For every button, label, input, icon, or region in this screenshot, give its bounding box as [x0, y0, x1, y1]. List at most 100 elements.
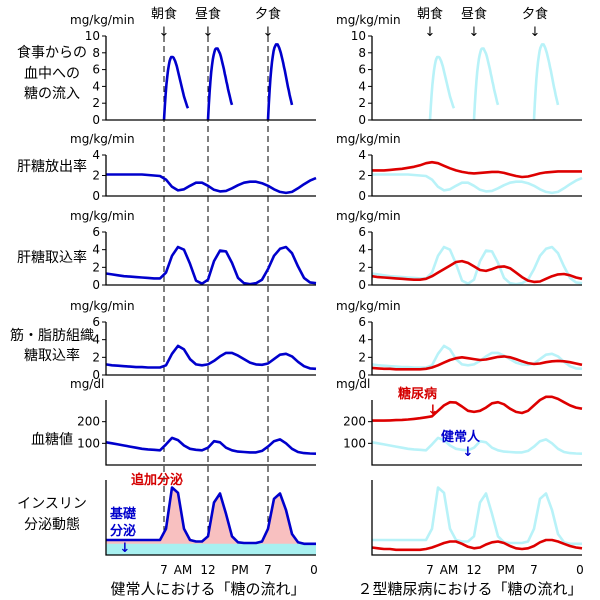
curve-healthy-hepatic-uptake-0 — [105, 245, 317, 286]
annotation-basal-2: 分泌 — [110, 523, 136, 539]
curve-healthy-meal-glucose-1 — [206, 47, 234, 121]
ytick-hepatic-output-left-0: 0 — [92, 189, 100, 203]
ytick-meal-glucose-left-0: 0 — [92, 113, 100, 127]
ytick-hepatic-output-left-4: 4 — [92, 148, 100, 162]
ytick-hepatic-uptake-left-4: 4 — [92, 243, 100, 257]
curve-healthy-ghost-meal-glucose-0 — [428, 55, 456, 121]
row-label-0-0: 食事からの — [17, 44, 87, 61]
curve-diabetic-peripheral-uptake-0 — [371, 355, 583, 371]
row-label-4-0: 血糖値 — [31, 432, 73, 448]
curve-diabetic-insulin-0 — [371, 538, 583, 552]
axes — [102, 35, 582, 556]
curve-healthy-ghost-hepatic-output-0 — [372, 173, 583, 195]
curve-healthy-ghost-meal-glucose-2 — [532, 43, 560, 121]
curves — [105, 43, 583, 552]
ytick-peripheral-uptake-left-6: 6 — [92, 315, 100, 329]
ytick-blood-glucose-left-200: 200 — [77, 415, 100, 429]
xtick-right-4: 7 — [530, 563, 538, 577]
ytick-meal-glucose-right-8: 8 — [358, 46, 366, 60]
meal-arrow-right-2: ↓ — [530, 25, 541, 40]
xtick-left-4: 7 — [264, 563, 272, 577]
curve-healthy-meal-glucose-0 — [162, 55, 190, 121]
row-label-0-1: 血中への — [24, 66, 80, 82]
ytick-hepatic-uptake-right-2: 2 — [358, 260, 366, 274]
caption-healthy: 健常人における「糖の流れ」 — [110, 580, 305, 598]
meal-dashed-lines — [163, 36, 269, 556]
unit-hepatic-output-left: mg/kg/min — [70, 132, 135, 146]
meal-arrow-left-2: ↓ — [263, 25, 274, 40]
curve-diabetic-hepatic-uptake-0 — [371, 259, 583, 284]
unit-peripheral-uptake-right: mg/kg/min — [336, 299, 401, 313]
insulin-basal-area — [106, 543, 316, 555]
curve-healthy-ghost-hepatic-uptake-0 — [371, 245, 583, 286]
ytick-hepatic-output-right-0: 0 — [358, 189, 366, 203]
meal-label-right-0: 朝食 — [417, 6, 443, 22]
curve-healthy-insulin-0 — [106, 486, 316, 546]
ytick-blood-glucose-left-100: 100 — [77, 436, 100, 450]
xtick-right-1: AM — [440, 563, 459, 577]
row-label-0-2: 糖の流入 — [24, 86, 80, 102]
meal-label-right-2: 夕食 — [522, 6, 548, 22]
unit-hepatic-uptake-left: mg/kg/min — [70, 209, 135, 223]
basal-arrow: ↓ — [120, 541, 131, 556]
axis-insulin-left — [105, 480, 316, 556]
unit-blood-glucose-left: mg/dl — [70, 377, 104, 391]
unit-peripheral-uptake-left: mg/kg/min — [70, 299, 135, 313]
row-label-2-0: 肝糖取込率 — [17, 249, 87, 266]
ytick-meal-glucose-right-0: 0 — [358, 113, 366, 127]
ytick-peripheral-uptake-right-2: 2 — [358, 350, 366, 364]
ytick-hepatic-output-left-2: 2 — [92, 169, 100, 183]
ytick-hepatic-uptake-right-4: 4 — [358, 243, 366, 257]
axis-insulin-right — [371, 480, 582, 556]
ytick-peripheral-uptake-left-2: 2 — [92, 350, 100, 364]
annotation-additional-secretion: 追加分泌 — [131, 472, 183, 488]
diabetes-arrow: ↓ — [428, 403, 439, 418]
ytick-hepatic-output-right-2: 2 — [358, 169, 366, 183]
ytick-hepatic-uptake-left-0: 0 — [92, 278, 100, 292]
xtick-left-1: AM — [174, 563, 193, 577]
meal-arrow-left-1: ↓ — [203, 25, 214, 40]
ytick-hepatic-uptake-right-6: 6 — [358, 225, 366, 239]
meal-label-left-2: 夕食 — [255, 6, 281, 22]
healthy-arrow: ↓ — [463, 445, 474, 460]
curve-healthy-peripheral-uptake-0 — [105, 344, 317, 371]
unit-blood-glucose-right: mg/dl — [336, 377, 370, 391]
ytick-meal-glucose-left-8: 8 — [92, 46, 100, 60]
xtick-left-0: 7 — [160, 563, 168, 577]
curve-diabetic-blood-glucose-0 — [372, 395, 583, 422]
labels: 朝食 ↓ 朝食 ↓ 昼食 ↓ 昼食 ↓ 夕食 ↓ 夕食 ↓ 食事からの血中への糖の流入肝糖放出率肝糖取込… — [10, 6, 584, 577]
curve-healthy-ghost-insulin-0 — [372, 486, 582, 546]
ytick-peripheral-uptake-left-4: 4 — [92, 333, 100, 347]
row-label-3-1: 糖取込率 — [24, 347, 80, 364]
xtick-left-5: 0 — [310, 563, 318, 577]
curve-healthy-ghost-peripheral-uptake-0 — [371, 344, 583, 371]
ytick-meal-glucose-left-2: 2 — [92, 96, 100, 110]
unit-meal-glucose-left: mg/kg/min — [70, 13, 135, 27]
ytick-blood-glucose-right-100: 100 — [343, 436, 366, 450]
ytick-meal-glucose-right-10: 10 — [351, 29, 366, 43]
ytick-meal-glucose-right-6: 6 — [358, 63, 366, 77]
meal-label-left-0: 朝食 — [151, 6, 177, 22]
xtick-right-2: 12 — [466, 563, 481, 577]
xtick-left-2: 12 — [200, 563, 215, 577]
ytick-meal-glucose-right-2: 2 — [358, 96, 366, 110]
annotation-diabetes: 糖尿病 — [398, 386, 437, 402]
row-label-3-0: 筋・脂肪組織 — [10, 327, 94, 344]
ytick-hepatic-uptake-left-2: 2 — [92, 260, 100, 274]
axis-blood-glucose-left — [105, 400, 316, 466]
curve-healthy-hepatic-output-0 — [106, 173, 317, 195]
meal-arrow-right-0: ↓ — [425, 25, 436, 40]
xtick-right-5: 0 — [576, 563, 584, 577]
ytick-meal-glucose-left-6: 6 — [92, 63, 100, 77]
ytick-hepatic-uptake-left-6: 6 — [92, 225, 100, 239]
ytick-meal-glucose-right-4: 4 — [358, 79, 366, 93]
ytick-peripheral-uptake-left-0: 0 — [92, 368, 100, 382]
curve-healthy-ghost-meal-glucose-1 — [472, 47, 500, 121]
ytick-peripheral-uptake-right-6: 6 — [358, 315, 366, 329]
annotation-healthy: 健常人 — [441, 429, 481, 445]
row-label-1-0: 肝糖放出率 — [17, 158, 87, 175]
xtick-right-0: 7 — [426, 563, 434, 577]
curve-healthy-meal-glucose-2 — [266, 43, 294, 121]
ytick-peripheral-uptake-right-0: 0 — [358, 368, 366, 382]
